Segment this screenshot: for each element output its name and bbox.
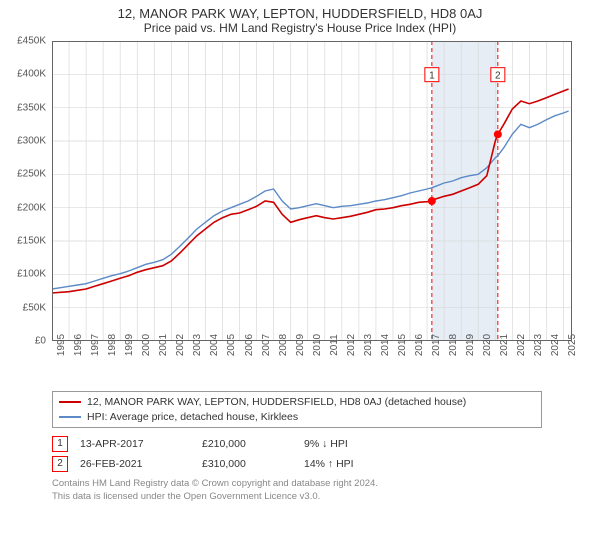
svg-text:1: 1 bbox=[429, 71, 435, 82]
legend-row: 12, MANOR PARK WAY, LEPTON, HUDDERSFIELD… bbox=[59, 395, 535, 410]
sale-delta: 14% ↑ HPI bbox=[304, 454, 366, 474]
sale-delta: 9% ↓ HPI bbox=[304, 434, 366, 454]
legend-label: 12, MANOR PARK WAY, LEPTON, HUDDERSFIELD… bbox=[87, 395, 466, 410]
footer-attribution: Contains HM Land Registry data © Crown c… bbox=[52, 478, 590, 503]
legend-row: HPI: Average price, detached house, Kirk… bbox=[59, 410, 535, 425]
chart-title: 12, MANOR PARK WAY, LEPTON, HUDDERSFIELD… bbox=[10, 6, 590, 21]
line-chart: 12 £0£50K£100K£150K£200K£250K£300K£350K£… bbox=[52, 41, 572, 341]
legend-swatch bbox=[59, 401, 81, 403]
sale-row: 1 13-APR-2017£210,0009% ↓ HPI bbox=[52, 434, 366, 454]
svg-text:2: 2 bbox=[495, 71, 501, 82]
y-tick-label: £450K bbox=[17, 36, 46, 47]
y-tick-label: £50K bbox=[23, 302, 46, 313]
x-axis-labels: 1995199619971998199920002001200220032004… bbox=[52, 341, 572, 385]
sale-row: 2 26-FEB-2021£310,00014% ↑ HPI bbox=[52, 454, 366, 474]
legend-label: HPI: Average price, detached house, Kirk… bbox=[87, 410, 298, 425]
y-tick-label: £250K bbox=[17, 169, 46, 180]
legend-swatch bbox=[59, 416, 81, 418]
sale-price: £210,000 bbox=[202, 434, 304, 454]
y-tick-label: £350K bbox=[17, 102, 46, 113]
sale-date: 26-FEB-2021 bbox=[80, 454, 202, 474]
sale-date: 13-APR-2017 bbox=[80, 434, 202, 454]
sale-price: £310,000 bbox=[202, 454, 304, 474]
y-tick-label: £300K bbox=[17, 136, 46, 147]
y-tick-label: £100K bbox=[17, 269, 46, 280]
y-tick-label: £150K bbox=[17, 236, 46, 247]
sale-marker: 2 bbox=[52, 456, 68, 472]
y-tick-label: £0 bbox=[35, 336, 46, 347]
legend: 12, MANOR PARK WAY, LEPTON, HUDDERSFIELD… bbox=[52, 391, 542, 428]
footer-line-2: This data is licensed under the Open Gov… bbox=[52, 491, 590, 503]
footer-line-1: Contains HM Land Registry data © Crown c… bbox=[52, 478, 590, 490]
y-axis-labels: £0£50K£100K£150K£200K£250K£300K£350K£400… bbox=[10, 41, 48, 341]
sales-table: 1 13-APR-2017£210,0009% ↓ HPI 2 26-FEB-2021… bbox=[52, 434, 366, 474]
x-tick-label: 2025 bbox=[567, 334, 600, 356]
chart-subtitle: Price paid vs. HM Land Registry's House … bbox=[10, 21, 590, 35]
y-tick-label: £200K bbox=[17, 202, 46, 213]
sale-marker: 1 bbox=[52, 436, 68, 452]
y-tick-label: £400K bbox=[17, 69, 46, 80]
